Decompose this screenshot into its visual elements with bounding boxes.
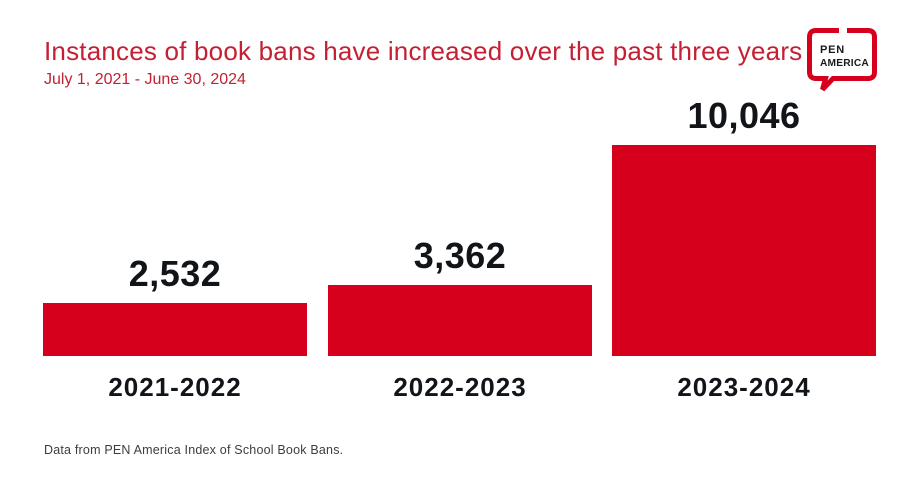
- bar-value-label: 2,532: [128, 253, 222, 294]
- speech-bubble-icon: [807, 28, 877, 92]
- bar-column-2022-2023: 3,362: [328, 238, 592, 356]
- bar-value-label: 10,046: [687, 95, 801, 136]
- logo-text-line2: AMERICA: [820, 58, 869, 69]
- logo-text-line1: PEN: [820, 44, 845, 56]
- date-range-subtitle: July 1, 2021 - June 30, 2024: [44, 71, 246, 88]
- bar-2021-2022: [43, 303, 307, 356]
- bar-column-2023-2024: 10,046: [612, 98, 876, 356]
- page-title: Instances of book bans have increased ov…: [44, 36, 803, 66]
- category-label: 2023-2024: [677, 372, 811, 402]
- bar-2022-2023: [328, 285, 592, 356]
- bar-2023-2024: [612, 145, 876, 356]
- bar-value-label: 3,362: [413, 235, 507, 276]
- bar-column-2021-2022: 2,532: [43, 256, 307, 356]
- category-label: 2021-2022: [108, 372, 242, 402]
- category-label: 2022-2023: [393, 372, 527, 402]
- header: Instances of book bans have increased ov…: [44, 36, 802, 89]
- data-source-note: Data from PEN America Index of School Bo…: [44, 443, 344, 457]
- pen-america-logo: PEN AMERICA: [807, 28, 877, 92]
